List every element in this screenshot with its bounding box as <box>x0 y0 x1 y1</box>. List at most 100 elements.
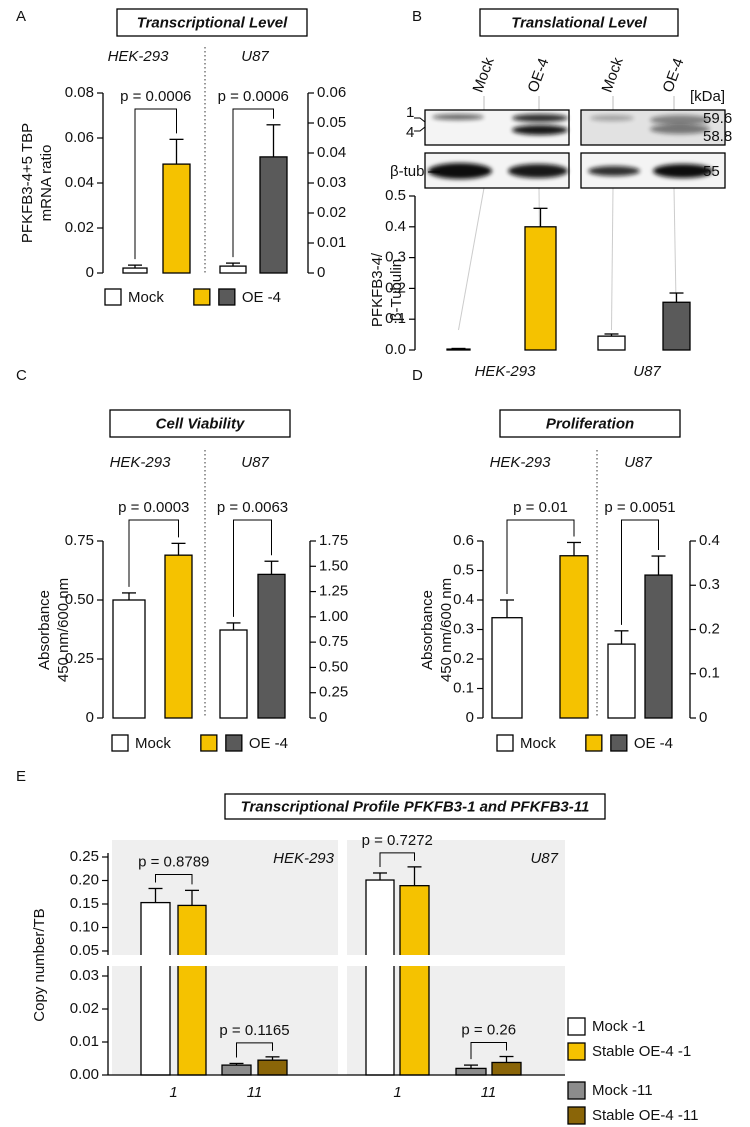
legend-label: Stable OE-4 -11 <box>592 1107 698 1124</box>
category-label: U87 <box>241 454 269 471</box>
error-bar <box>264 560 279 575</box>
significance-bracket <box>470 1042 507 1060</box>
significance-bracket <box>134 108 177 260</box>
significance-bracket <box>155 873 193 885</box>
y-tick-label: 1.00 <box>319 608 348 625</box>
y-tick-label: 0.08 <box>65 84 94 101</box>
y-tick-label: 0.25 <box>70 848 99 865</box>
y-axis-label: Absorbance <box>36 590 53 670</box>
y-tick-label: 1.50 <box>319 557 348 574</box>
bar <box>597 335 626 351</box>
title-box <box>499 409 681 438</box>
legend-swatch <box>585 734 603 752</box>
p-value: p = 0.01 <box>513 499 568 516</box>
kda-label: 55 <box>703 163 720 180</box>
category-label: HEK-293 <box>108 48 170 65</box>
error-bar <box>226 622 241 631</box>
panel-letter: D <box>412 367 423 384</box>
title-box <box>479 8 679 37</box>
legend-label: OE -4 <box>242 289 281 306</box>
p-value: p = 0.0006 <box>120 88 191 105</box>
category-label: U87 <box>241 48 269 65</box>
y-axis-label: Copy number/TB <box>31 908 48 1021</box>
loading-label: β-tub <box>390 163 424 180</box>
y-tick-label: 0 <box>319 709 327 726</box>
error-bar <box>451 347 466 350</box>
band-label: 1 <box>406 104 414 121</box>
y-tick-label: 0.1 <box>699 665 720 682</box>
title-box <box>116 8 308 37</box>
y-tick-label: 0.05 <box>70 942 99 959</box>
y-tick-label: 0.50 <box>319 658 348 675</box>
error-bar <box>407 866 422 886</box>
bar <box>491 1061 522 1076</box>
y-tick-label: 0.02 <box>65 219 94 236</box>
category-label: 1 <box>393 1084 401 1101</box>
bar <box>219 629 248 719</box>
title-box <box>109 409 291 438</box>
error-bar <box>148 887 163 903</box>
error-bar <box>169 138 184 165</box>
connector <box>611 187 614 331</box>
legend-swatch <box>496 734 514 752</box>
panel-title: Transcriptional Profile PFKFB3-1 and PFK… <box>241 798 590 815</box>
y-axis-label: Absorbance <box>419 590 436 670</box>
p-value: p = 0.1165 <box>219 1022 289 1039</box>
significance-bracket <box>232 108 274 258</box>
y-tick-label: 0.1 <box>453 679 474 696</box>
error-bar <box>604 333 619 337</box>
axis-break <box>100 955 570 966</box>
blot-column-label: OE-4 <box>525 56 553 95</box>
y-tick-label: 0.3 <box>453 620 474 637</box>
error-bar <box>464 1064 478 1069</box>
blot-band <box>512 125 568 135</box>
bar <box>455 1067 487 1076</box>
error-bar <box>122 592 136 600</box>
y-tick-label: 0.2 <box>385 279 406 296</box>
y-tick-label: 0.25 <box>319 684 348 701</box>
y-tick-label: 0.03 <box>317 174 346 191</box>
y-tick-label: 0.0 <box>385 341 406 358</box>
bar <box>365 879 395 1076</box>
legend-swatch <box>193 288 211 306</box>
y-axis-label: mRNA ratio <box>38 145 55 222</box>
band-pointer <box>414 117 426 132</box>
blot-band <box>650 115 710 125</box>
significance-bracket <box>233 519 272 617</box>
y-tick-label: 0.06 <box>317 84 346 101</box>
panel-letter: E <box>16 768 26 785</box>
bar <box>257 573 286 719</box>
category-label: U87 <box>624 454 652 471</box>
blot-band <box>588 166 640 176</box>
blot-band <box>428 163 492 179</box>
category-label: 11 <box>247 1084 263 1101</box>
blot-unit: [kDa] <box>690 88 725 105</box>
group-label: U87 <box>530 850 558 867</box>
significance-bracket <box>379 852 415 867</box>
bar <box>662 301 691 351</box>
error-bar <box>651 555 666 576</box>
bar <box>221 1064 252 1076</box>
y-axis-label: 450 nm/600 nm <box>438 578 455 682</box>
legend-swatch <box>104 288 122 306</box>
bar <box>122 267 148 274</box>
legend-label: Mock <box>520 735 556 752</box>
y-tick-label: 0.25 <box>65 650 94 667</box>
error-bar <box>533 207 548 227</box>
legend-label: Stable OE-4 -1 <box>592 1043 691 1060</box>
y-tick-label: 0.75 <box>319 633 348 650</box>
blot-band <box>508 164 568 178</box>
legend-swatch <box>111 734 129 752</box>
bar <box>257 1059 288 1076</box>
blot-band <box>650 124 710 134</box>
legend-label: Mock <box>128 289 164 306</box>
bar <box>399 885 430 1076</box>
bar <box>524 226 557 351</box>
category-label: U87 <box>633 363 661 380</box>
connector <box>458 187 485 331</box>
significance-bracket <box>128 519 179 587</box>
y-tick-label: 0.2 <box>699 620 720 637</box>
kda-label: 59.6 <box>703 110 732 127</box>
y-tick-label: 0.50 <box>65 591 94 608</box>
y-axis-label: β-Tubulin <box>388 259 405 321</box>
